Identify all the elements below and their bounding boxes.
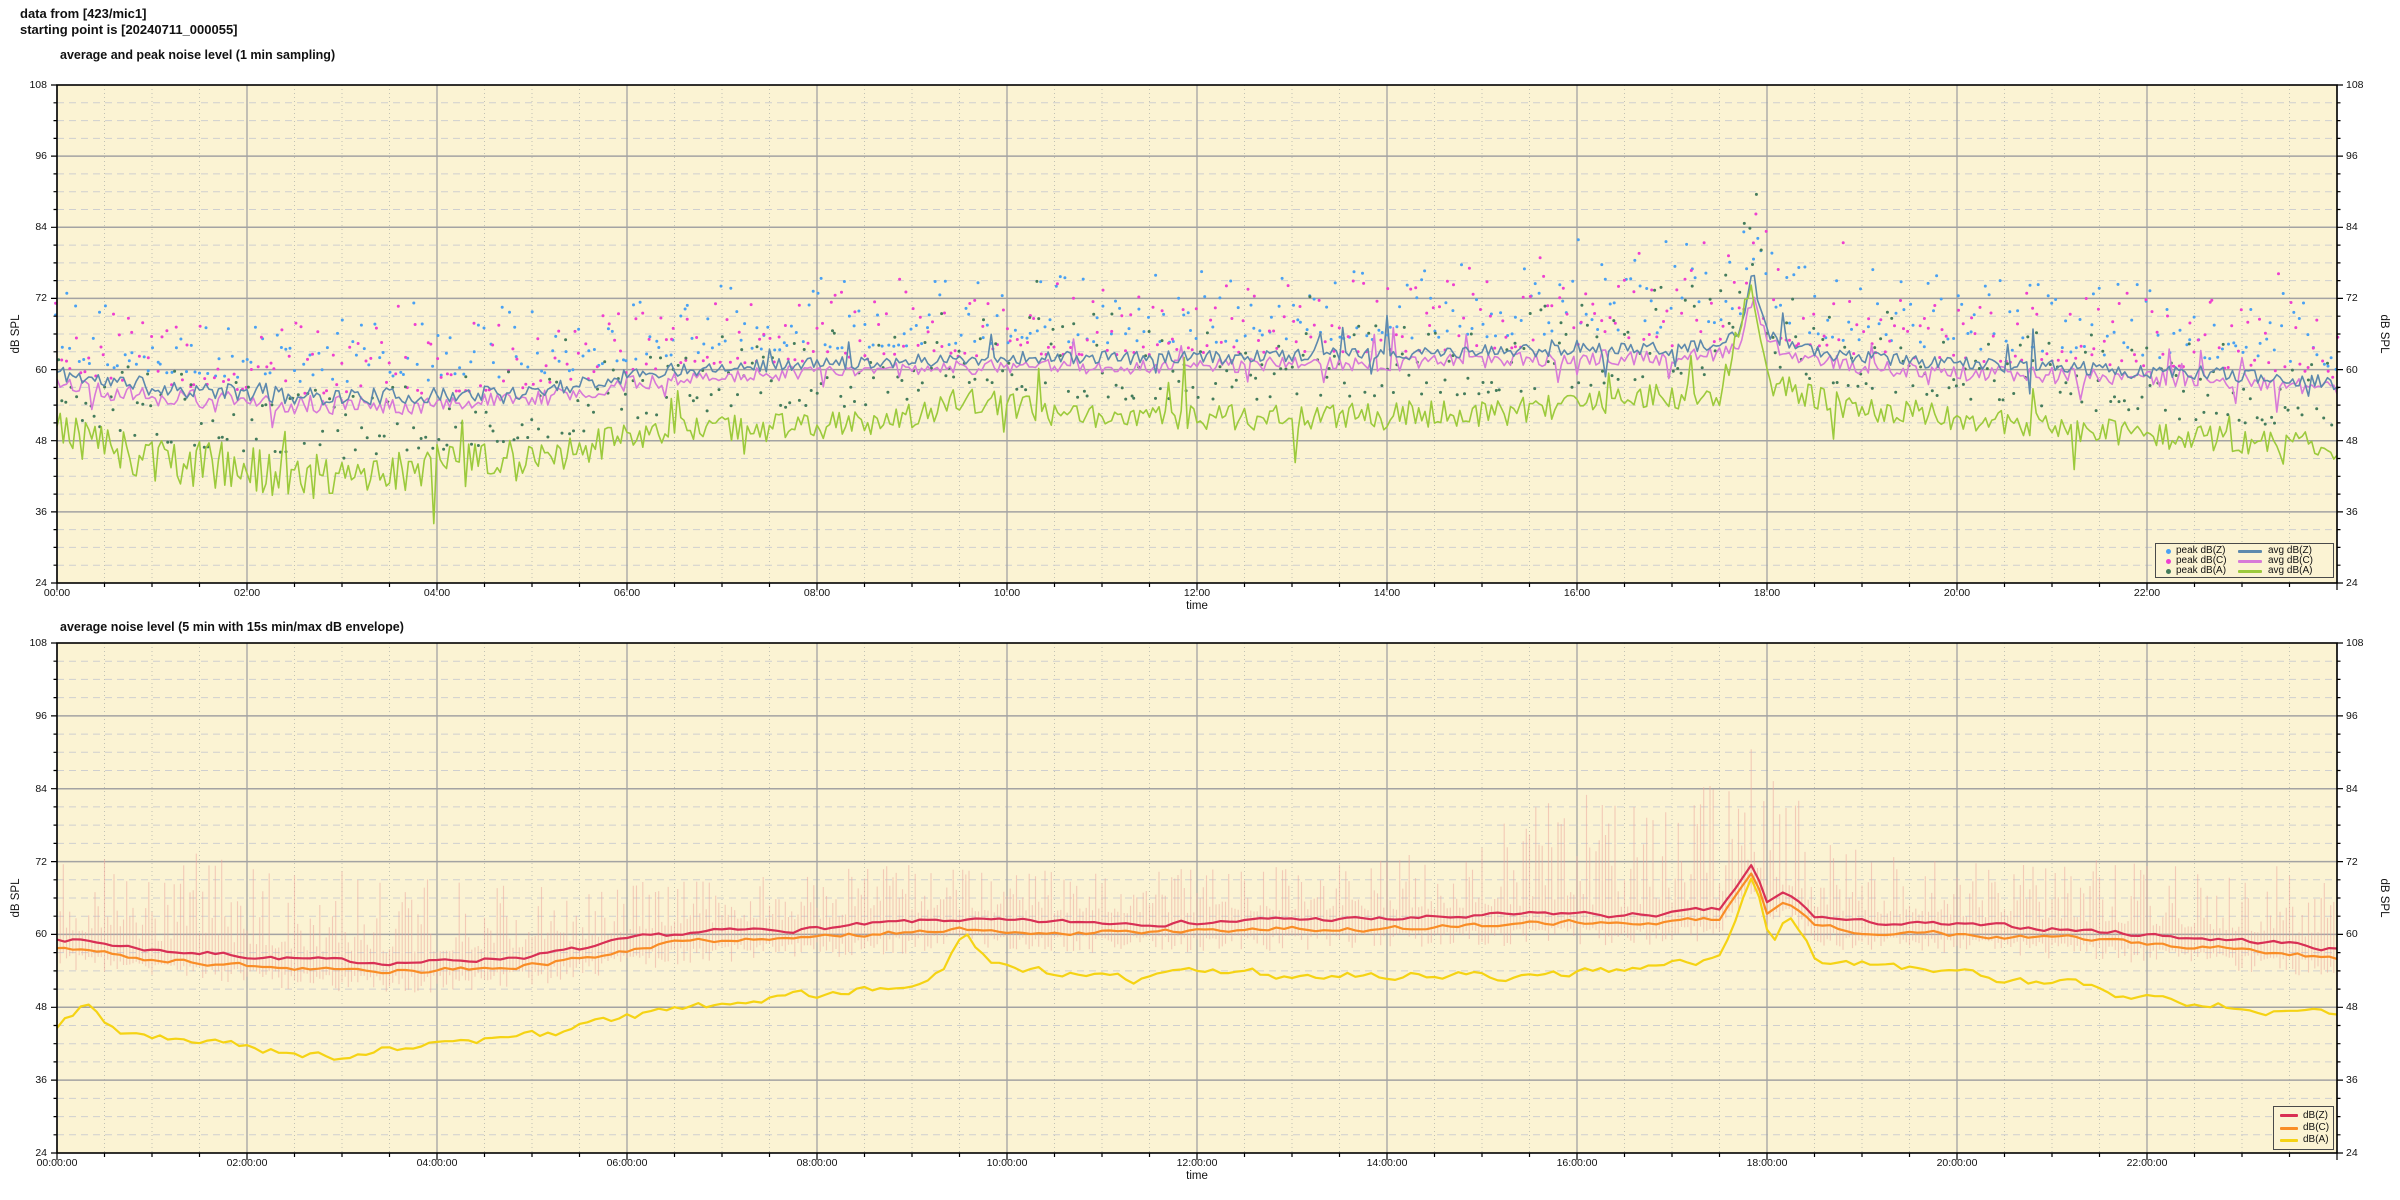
y2-tick-label: 36 (2346, 1074, 2358, 1087)
chart2-title: average noise level (5 min with 15s min/… (60, 620, 404, 634)
y-tick-label: 24 (35, 1147, 47, 1159)
legend-label: peak dB(C) (2176, 555, 2227, 566)
x-tick-label: 00:00:00 (36, 1157, 78, 1169)
y2-tick-label: 48 (2346, 1001, 2358, 1014)
legend-row: peak dB(A) avg dB(A) (2162, 566, 2327, 576)
legend-label: peak dB(Z) (2176, 545, 2226, 556)
x-tick-label: 18:00 (1753, 587, 1781, 599)
legend-label: dB(Z) (2303, 1109, 2328, 1121)
y2-tick-label: 96 (2346, 709, 2358, 722)
y-tick-label: 108 (29, 637, 47, 649)
dba-line-swatch (2280, 1138, 2298, 1142)
legend-envelope: dB(Z) dB(C) dB(A) (2273, 1106, 2334, 1150)
x-tick-label: 14:00:00 (1366, 1157, 1408, 1169)
y-tick-label: 96 (35, 709, 47, 722)
x-tick-label: 16:00 (1563, 587, 1591, 599)
y-tick-label: 60 (35, 928, 47, 941)
legend-label: dB(A) (2303, 1134, 2329, 1146)
header-line-1: data from [423/mic1] (20, 6, 147, 21)
legend-row: dB(A) (2280, 1134, 2329, 1146)
x-tick-label: 20:00 (1943, 587, 1971, 599)
header-line-2: starting point is [20240711_000055] (20, 22, 238, 37)
x-tick-label: 16:00:00 (1556, 1157, 1598, 1169)
avg-dba-line-swatch (2238, 569, 2262, 573)
y-tick-label: 84 (35, 782, 47, 795)
x-tick-label: 06:00 (613, 587, 641, 599)
y-tick-label: 36 (35, 505, 47, 518)
legend-row: peak dB(Z) avg dB(Z) (2162, 546, 2327, 556)
y2-tick-label: 36 (2346, 505, 2358, 518)
y2-tick-label: 24 (2346, 1147, 2358, 1159)
chart1-y2label: dB SPL (2378, 314, 2390, 354)
x-tick-label: 22:00:00 (2126, 1157, 2168, 1169)
x-tick-label: 04:00 (423, 587, 451, 599)
y-tick-label: 96 (35, 150, 47, 163)
peak-dbz-dot-swatch (2166, 548, 2171, 554)
y-tick-label: 108 (29, 79, 47, 91)
chart2-ylabel: dB SPL (10, 878, 22, 918)
y2-tick-label: 60 (2346, 363, 2358, 376)
x-tick-label: 18:00:00 (1746, 1157, 1788, 1169)
x-tick-label: 00:00 (43, 587, 71, 599)
y-tick-label: 84 (35, 221, 47, 234)
chart1-xlabel: time (1186, 600, 1208, 612)
x-tick-label: 08:00:00 (796, 1157, 838, 1169)
legend-label: dB(C) (2303, 1122, 2330, 1133)
y2-tick-label: 108 (2346, 79, 2364, 91)
y-tick-label: 48 (35, 434, 47, 447)
legend-row: dB(C) (2280, 1122, 2330, 1134)
y2-tick-label: 72 (2346, 292, 2358, 305)
legend-row: dB(Z) (2280, 1109, 2328, 1121)
y-tick-label: 36 (35, 1074, 47, 1087)
y2-tick-label: 96 (2346, 150, 2358, 163)
x-tick-label: 06:00:00 (606, 1157, 648, 1169)
dbc-line-swatch (2280, 1126, 2298, 1130)
x-tick-label: 10:00 (993, 587, 1021, 599)
x-tick-label: 02:00:00 (226, 1157, 268, 1169)
dbz-line-swatch (2280, 1114, 2298, 1118)
x-tick-label: 20:00:00 (1936, 1157, 1978, 1169)
y2-tick-label: 60 (2346, 928, 2358, 941)
y-tick-label: 24 (35, 577, 47, 589)
y-tick-label: 48 (35, 1001, 47, 1014)
avg-dbc-line-swatch (2238, 559, 2262, 563)
x-tick-label: 08:00 (803, 587, 831, 599)
legend-row: peak dB(C) avg dB(C) (2162, 556, 2327, 566)
y-tick-label: 60 (35, 363, 47, 376)
x-tick-label: 04:00:00 (416, 1157, 458, 1169)
peak-dba-dot-swatch (2166, 568, 2171, 574)
x-tick-label: 14:00 (1373, 587, 1401, 599)
y2-tick-label: 24 (2346, 577, 2358, 589)
x-tick-label: 12:00 (1183, 587, 1211, 599)
y2-tick-label: 108 (2346, 637, 2364, 649)
legend-label: peak dB(A) (2176, 565, 2227, 576)
y2-tick-label: 84 (2346, 782, 2358, 795)
chart1-title: average and peak noise level (1 min samp… (60, 48, 336, 62)
chart2-y2label: dB SPL (2378, 878, 2390, 918)
y-tick-label: 72 (35, 292, 47, 305)
chart2-xlabel: time (1186, 1170, 1208, 1182)
x-tick-label: 12:00:00 (1176, 1157, 1218, 1169)
chart1-ylabel: dB SPL (10, 314, 22, 354)
y2-tick-label: 48 (2346, 434, 2358, 447)
legend-label: avg dB(C) (2268, 555, 2314, 566)
legend-avg-peak: peak dB(Z) avg dB(Z) peak dB(C) avg dB(C… (2155, 543, 2334, 578)
y2-tick-label: 84 (2346, 221, 2358, 234)
avg-dbz-line-swatch (2238, 549, 2262, 553)
legend-label: avg dB(Z) (2268, 545, 2312, 556)
y-tick-label: 72 (35, 855, 47, 868)
peak-dbc-dot-swatch (2166, 558, 2171, 564)
x-tick-label: 02:00 (233, 587, 261, 599)
y2-tick-label: 72 (2346, 855, 2358, 868)
x-tick-label: 10:00:00 (986, 1157, 1028, 1169)
legend-label: avg dB(A) (2268, 565, 2313, 576)
x-tick-label: 22:00 (2133, 587, 2161, 599)
